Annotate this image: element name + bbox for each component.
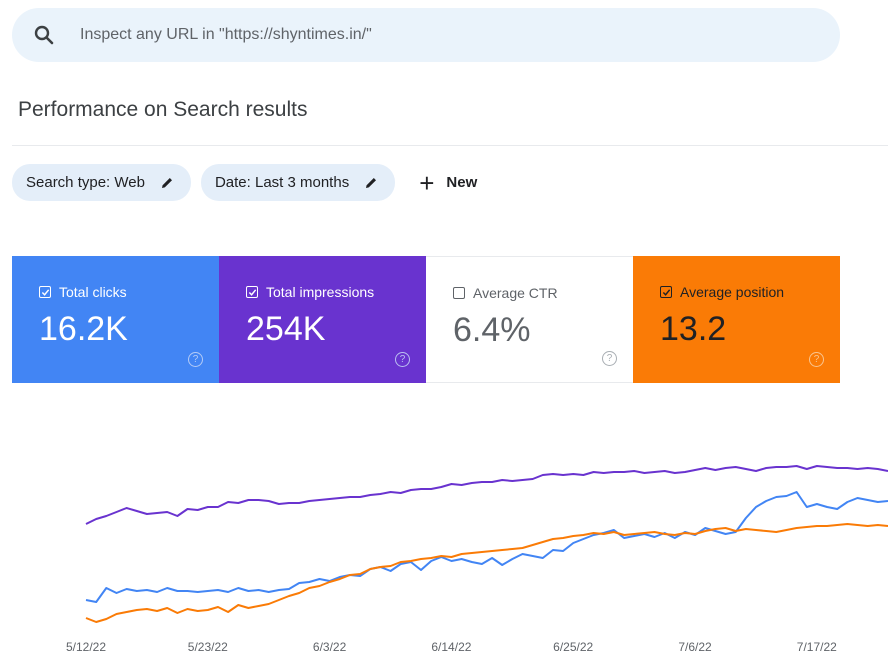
performance-chart: 5/12/22 5/23/22 6/3/22 6/14/22 6/25/22 7/6/22… xyxy=(66,465,888,654)
checkbox-checked-icon[interactable] xyxy=(660,286,672,298)
series-line-0 xyxy=(85,465,888,525)
total-impressions-card[interactable]: Total impressions 254K ? xyxy=(219,256,426,383)
x-tick-label: 5/23/22 xyxy=(188,640,228,654)
total-clicks-card[interactable]: Total clicks 16.2K ? xyxy=(12,256,219,383)
x-tick-label: 7/6/22 xyxy=(678,640,712,654)
filter-label: Date: Last 3 months xyxy=(214,174,350,191)
date-filter-chip[interactable]: Date: Last 3 months xyxy=(200,164,396,201)
search-bar[interactable] xyxy=(12,8,840,62)
filter-bar: Search type: Web Date: Last 3 months + N… xyxy=(12,164,477,201)
series-line-1 xyxy=(85,491,888,603)
edit-pencil-icon xyxy=(366,177,377,188)
metric-value: 254K xyxy=(246,310,326,348)
x-tick-label: 7/17/22 xyxy=(797,640,837,654)
search-input[interactable] xyxy=(78,25,782,45)
average-position-card[interactable]: Average position 13.2 ? xyxy=(633,256,840,383)
x-tick-label: 6/3/22 xyxy=(313,640,347,654)
checkbox-checked-icon[interactable] xyxy=(39,286,51,298)
metric-cards: Total clicks 16.2K ? Total impressions 2… xyxy=(12,256,840,383)
help-icon[interactable]: ? xyxy=(188,352,203,367)
average-ctr-card[interactable]: Average CTR 6.4% ? xyxy=(426,256,633,383)
search-icon xyxy=(34,25,54,45)
divider xyxy=(12,145,888,146)
page-title: Performance on Search results xyxy=(18,98,308,121)
x-tick-label: 5/12/22 xyxy=(66,640,106,654)
search-type-filter-chip[interactable]: Search type: Web xyxy=(12,164,191,201)
new-label: New xyxy=(446,174,478,191)
plus-icon: + xyxy=(419,167,435,198)
new-filter-button[interactable]: + New xyxy=(419,170,477,196)
metric-value: 6.4% xyxy=(453,311,531,349)
help-icon[interactable]: ? xyxy=(602,351,617,366)
series-line-2 xyxy=(85,523,888,623)
edit-pencil-icon xyxy=(161,177,172,188)
x-tick-label: 6/25/22 xyxy=(553,640,593,654)
checkbox-unchecked-icon[interactable] xyxy=(453,287,465,299)
help-icon[interactable]: ? xyxy=(395,352,410,367)
metric-label: Average CTR xyxy=(473,285,558,301)
metric-label: Total clicks xyxy=(59,284,127,300)
filter-label: Search type: Web xyxy=(26,174,145,191)
checkbox-checked-icon[interactable] xyxy=(246,286,258,298)
x-tick-label: 6/14/22 xyxy=(431,640,471,654)
metric-label: Average position xyxy=(680,284,785,300)
help-icon[interactable]: ? xyxy=(809,352,824,367)
metric-value: 13.2 xyxy=(660,310,727,348)
metric-label: Total impressions xyxy=(266,284,375,300)
metric-value: 16.2K xyxy=(39,310,128,348)
